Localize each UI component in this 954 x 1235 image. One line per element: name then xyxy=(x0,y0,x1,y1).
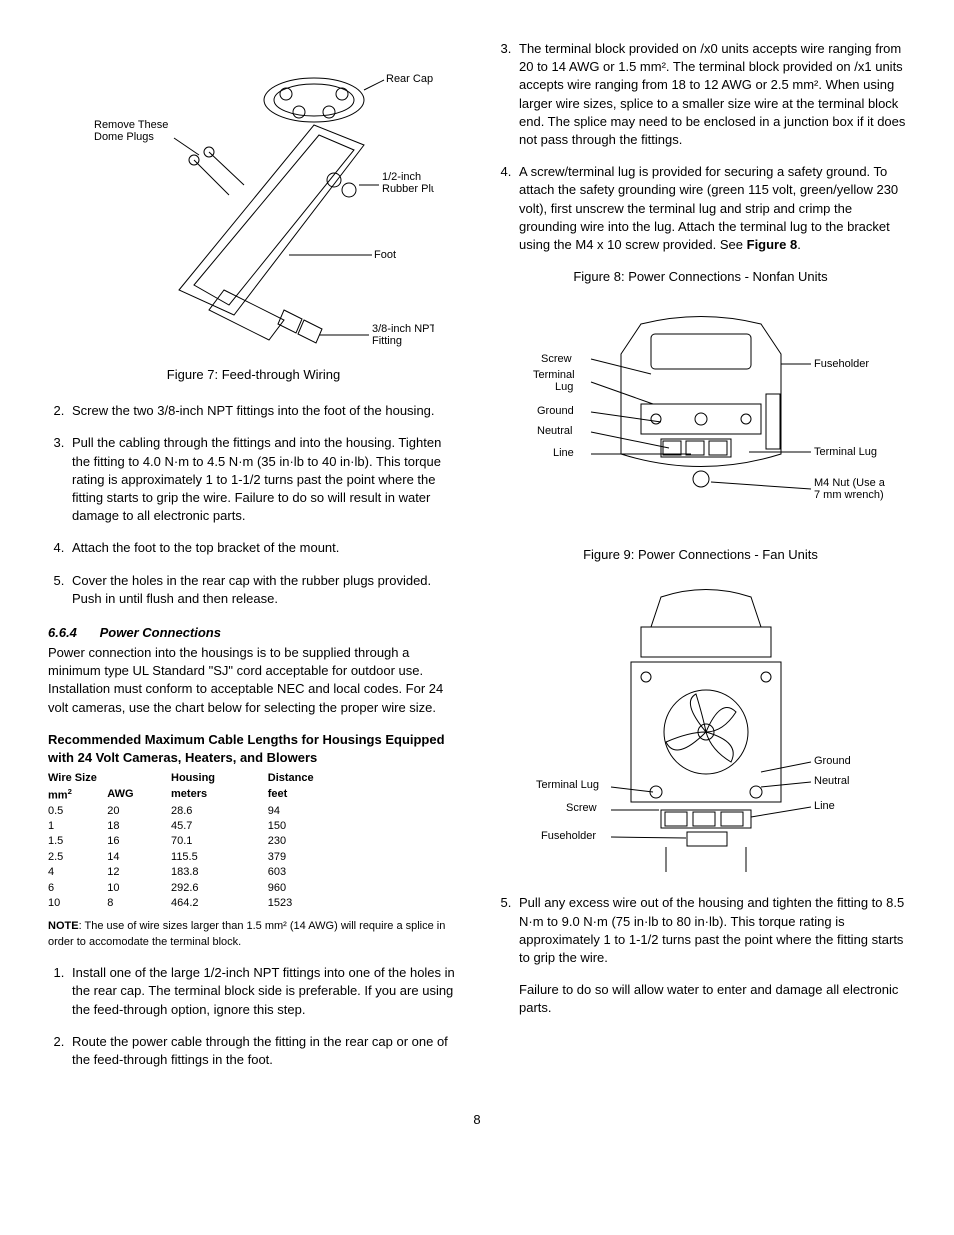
step-a3: Pull the cabling through the fittings an… xyxy=(68,434,459,525)
table-title: Recommended Maximum Cable Lengths for Ho… xyxy=(48,731,459,767)
step-d5-tail: Failure to do so will allow water to ent… xyxy=(519,981,906,1017)
fig9-neutral: Neutral xyxy=(814,775,849,787)
table-row: 610292.6960 xyxy=(48,881,368,896)
fig9-screw: Screw xyxy=(566,802,597,814)
section-number: 6.6.4 xyxy=(48,624,96,642)
steps-list-d: Pull any excess wire out of the housing … xyxy=(495,894,906,1017)
th-awg: AWG xyxy=(107,787,171,804)
figref-8: Figure 8 xyxy=(747,237,798,252)
fig9-line: Line xyxy=(814,800,835,812)
step-b2: Route the power cable through the fittin… xyxy=(68,1033,459,1069)
section-title: Power Connections xyxy=(100,625,221,640)
table-row: 2.514115.5379 xyxy=(48,850,368,865)
fig8-terminal-lug-r: Terminal Lug xyxy=(814,446,877,458)
figure-7-caption: Figure 7: Feed-through Wiring xyxy=(48,366,459,384)
step-a4: Attach the foot to the top bracket of th… xyxy=(68,539,459,557)
fig7-label-remove-dome: Remove TheseDome Plugs xyxy=(94,119,168,143)
fig8-line: Line xyxy=(553,447,574,459)
fig8-fuseholder: Fuseholder xyxy=(814,358,869,370)
table-row: 412183.8603 xyxy=(48,865,368,880)
step-c4: A screw/terminal lug is provided for sec… xyxy=(515,163,906,254)
fig7-label-foot: Foot xyxy=(374,249,396,261)
left-column: Rear Cap Remove TheseDome Plugs 1/2-inch… xyxy=(48,40,459,1083)
step-a5: Cover the holes in the rear cap with the… xyxy=(68,572,459,608)
fig7-label-rear-cap: Rear Cap xyxy=(386,73,433,85)
th-feet: feet xyxy=(268,787,368,804)
steps-list-c: The terminal block provided on /x0 units… xyxy=(495,40,906,254)
figure-8: Screw TerminalLug Ground Neutral Line Fu… xyxy=(495,304,906,534)
note-text: : The use of wire sizes larger than 1.5 … xyxy=(48,920,445,947)
fig9-ground: Ground xyxy=(814,755,851,767)
th-wire: Wire Size xyxy=(48,771,171,786)
page-number: 8 xyxy=(48,1111,906,1129)
table-row: 0.52028.694 xyxy=(48,804,368,819)
steps-list-a: Screw the two 3/8-inch NPT fittings into… xyxy=(48,402,459,608)
table-row: 108464.21523 xyxy=(48,896,368,911)
step-c3: The terminal block provided on /x0 units… xyxy=(515,40,906,149)
step-d5: Pull any excess wire out of the housing … xyxy=(515,894,906,1017)
right-column: The terminal block provided on /x0 units… xyxy=(495,40,906,1083)
fig7-label-rubber: 1/2-inchRubber Plugs xyxy=(382,171,434,195)
table-row: 1.51670.1230 xyxy=(48,834,368,849)
step-a2: Screw the two 3/8-inch NPT fittings into… xyxy=(68,402,459,420)
wire-table: Wire Size Housing Distance mm2 AWG meter… xyxy=(48,771,368,911)
fig8-screw: Screw xyxy=(541,353,572,365)
fig9-terminal-lug: Terminal Lug xyxy=(536,779,599,791)
step-b1: Install one of the large 1/2-inch NPT fi… xyxy=(68,964,459,1019)
figure-9: Terminal Lug Screw Fuseholder Ground Neu… xyxy=(495,582,906,882)
section-heading: 6.6.4 Power Connections xyxy=(48,624,459,642)
figure-7: Rear Cap Remove TheseDome Plugs 1/2-inch… xyxy=(48,40,459,384)
steps-list-b: Install one of the large 1/2-inch NPT fi… xyxy=(48,964,459,1069)
figure-8-caption: Figure 8: Power Connections - Nonfan Uni… xyxy=(495,268,906,286)
th-meters: meters xyxy=(171,787,268,804)
figure-9-caption: Figure 9: Power Connections - Fan Units xyxy=(495,546,906,564)
fig8-m4: M4 Nut (Use a7 mm wrench) xyxy=(814,477,886,501)
fig8-ground: Ground xyxy=(537,405,574,417)
fig7-label-npt: 3/8-inch NPTFitting xyxy=(372,323,434,347)
wire-table-body: 0.52028.69411845.71501.51670.12302.51411… xyxy=(48,804,368,912)
table-row: 11845.7150 xyxy=(48,819,368,834)
th-mm2: mm2 xyxy=(48,787,107,804)
fig8-neutral: Neutral xyxy=(537,425,572,437)
note: NOTE: The use of wire sizes larger than … xyxy=(48,919,448,950)
th-distance: Distance xyxy=(268,771,368,786)
power-intro: Power connection into the housings is to… xyxy=(48,644,459,717)
th-housing: Housing xyxy=(171,771,268,786)
fig8-terminal-lug-l: TerminalLug xyxy=(533,369,575,393)
fig9-fuseholder: Fuseholder xyxy=(541,830,596,842)
note-label: NOTE xyxy=(48,920,79,932)
